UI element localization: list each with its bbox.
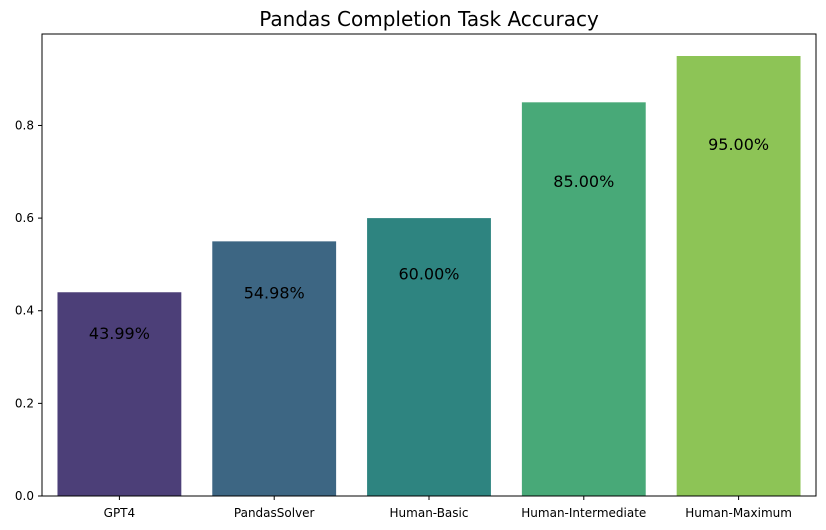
bars-layer xyxy=(57,56,801,496)
x-tick-label: Human-Intermediate xyxy=(521,506,646,520)
x-tick-label: GPT4 xyxy=(104,506,136,520)
value-label: 85.00% xyxy=(553,172,614,191)
y-tick-label: 0.4 xyxy=(15,304,34,318)
bar-human-maximum xyxy=(676,56,801,496)
value-label: 54.98% xyxy=(244,283,305,302)
x-tick-label: Human-Maximum xyxy=(685,506,792,520)
plot-frame xyxy=(41,33,817,497)
bar-human-intermediate xyxy=(521,102,646,496)
y-tick-label: 0.8 xyxy=(15,118,34,132)
bar-gpt4 xyxy=(57,292,182,496)
y-tick-label: 0.6 xyxy=(15,211,34,225)
value-label: 95.00% xyxy=(708,135,769,154)
bar-human-basic xyxy=(367,218,491,496)
y-tick-label: 0.0 xyxy=(15,489,34,503)
bar-pandassolver xyxy=(212,241,337,496)
value-labels-layer: 43.99% 54.98% 60.00% 85.00% 95.00% xyxy=(89,135,769,343)
x-tick-label: PandasSolver xyxy=(234,506,315,520)
x-tick-label: Human-Basic xyxy=(390,506,469,520)
x-axis: GPT4 PandasSolver Human-Basic Human-Interme… xyxy=(104,496,792,520)
y-tick-label: 0.2 xyxy=(15,396,34,410)
value-label: 43.99% xyxy=(89,324,150,343)
y-axis: 0.0 0.2 0.4 0.6 0.8 xyxy=(15,118,42,503)
value-label: 60.00% xyxy=(398,265,459,284)
chart-title: Pandas Completion Task Accuracy xyxy=(259,7,599,31)
